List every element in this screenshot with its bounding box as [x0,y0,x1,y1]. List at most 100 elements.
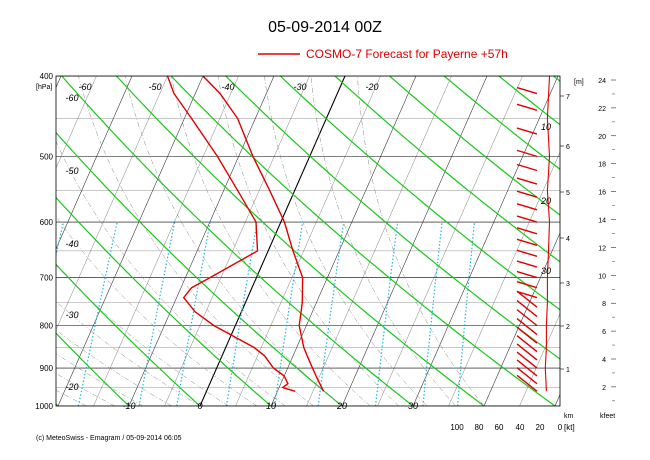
altitude-kfeet-label: 12 [598,245,606,252]
isotherm-line [57,76,204,406]
moist-adiabat-line [357,76,485,406]
isotherm-line [341,76,488,406]
plot-frame [55,75,561,407]
dry-adiabat-line [225,76,560,360]
isotherm-line [56,76,62,89]
isotherm-line [164,76,310,406]
pressure-tick-label: 700 [40,274,54,283]
wind-barb [516,290,538,308]
pressure-tick-label: 500 [40,152,54,161]
mixing-ratio-line [56,221,65,258]
moist-adiabat-line [217,76,399,406]
dry-adiabat-line [56,131,343,406]
isotherm-line [483,232,560,406]
moist-adiabat-line [264,76,428,406]
footer-credit: (c) MeteoSwiss - Emagram / 05-09-2014 06… [36,435,182,442]
wind-barb [516,260,538,268]
dry-adiabat-line [56,403,59,406]
profile-layer [166,76,551,392]
wind-barb [516,103,538,111]
mixing-ratio-line [225,221,258,406]
altitude-m-label: 7 [566,94,570,101]
dry-adiabat-line [56,263,201,406]
wind-barb [516,343,538,361]
wind-barb [516,177,538,185]
altitude-kfeet-label: 4 [602,357,606,364]
wind-barb [516,127,538,135]
moist-adiabat-line [310,76,456,406]
pressure-tick-label: 1000 [35,402,53,411]
isotherm-line [199,76,346,406]
wind-barb [516,281,538,289]
mixing-ratio-line [77,221,118,406]
pressure-tick-label: 900 [40,364,54,373]
altitude-m-label: 6 [566,144,570,151]
mixing-ratio-line [422,221,443,406]
isotherm-label: -40 [221,82,234,92]
wind-profile-label: 10 [541,122,551,132]
wind-barb [516,203,538,211]
dry-adiabat-line [443,76,560,171]
altitude-kfeet-label: 20 [598,134,606,141]
isotherm-line [93,76,239,406]
dry-adiabat-line [56,332,130,406]
dewpoint-profile-line [166,76,296,392]
moist-adiabat-line [56,404,59,406]
wind-barb [516,190,538,198]
isotherm-line [519,313,560,406]
moist-adiabat-line [78,76,314,406]
isotherm-label: -40 [65,239,78,249]
wind-barb [516,238,538,246]
wind-barb [516,290,538,299]
isotherm-line [270,76,417,406]
isotherm-line [412,76,559,406]
wind-barb [516,359,538,377]
wind-barb [516,270,538,279]
dry-adiabat-line [170,76,556,406]
mixing-ratio-line [317,221,345,406]
isotherm-line [306,76,452,406]
dry-adiabat-line [279,76,560,311]
pressure-tick-label: 400 [40,72,54,81]
wind-barb [516,149,538,158]
wind-speed-profile-line [544,76,551,392]
legend-label: COSMO-7 Forecast for Payerne +57h [306,47,508,61]
altitude-kfeet-label: 10 [598,273,606,280]
isotherm-line [235,76,381,406]
altitude-kfeet-label: 6 [602,329,606,336]
moist-adiabat-line [56,329,172,406]
altitude-km-unit: km [564,413,574,420]
temperature-profile-line [202,76,325,392]
wind-barb [516,326,538,344]
isotherm-line [56,76,97,169]
wind-barb [516,86,538,95]
dry-adiabat-line [334,76,560,263]
mixing-ratio-line [457,221,476,406]
wind-speed-tick-label: 80 [475,423,484,432]
pressure-tick-label: 800 [40,322,54,331]
altitude-m-label: 1 [566,367,570,374]
altitude-kfeet-unit: kfeet [600,413,615,420]
altitude-m-label: 4 [566,236,570,243]
wind-barb [516,215,538,223]
wind-barb [516,163,538,172]
wind-barb [516,374,538,392]
mixing-ratio-line [374,221,399,406]
altitude-m-label: 5 [566,190,570,197]
altitude-kfeet-label: 2 [602,385,606,392]
isotherm-label: -30 [65,310,78,320]
wind-speed-tick-label: 60 [495,423,504,432]
moist-adiabat-line [56,301,201,406]
wind-barb [516,367,538,385]
dry-adiabat-line [389,76,560,216]
isotherm-label: -30 [293,82,306,92]
altitude-kfeet-label: 8 [602,301,606,308]
moist-adiabat-line [124,76,343,406]
mixing-ratio-line [176,221,211,406]
isotherm-label: -50 [148,82,161,92]
chart-title: 05-09-2014 00Z [268,19,382,36]
altitude-kfeet-label: 18 [598,162,606,169]
dry-adiabat-line [56,196,272,406]
pressure-tick-label: 600 [40,218,54,227]
